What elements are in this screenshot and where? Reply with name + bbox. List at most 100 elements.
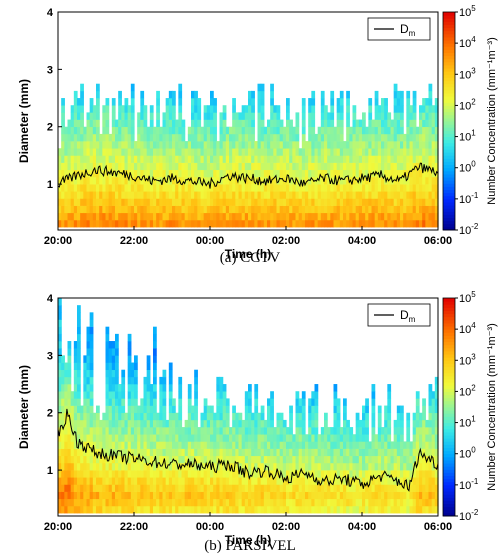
heatmap-cell [244, 126, 249, 135]
heatmap-cell [295, 470, 300, 478]
heatmap-cell [146, 477, 151, 485]
heatmap-cell [127, 133, 132, 142]
heatmap-cell [181, 448, 186, 457]
heatmap-cell [377, 176, 382, 185]
heatmap-cell [276, 155, 281, 163]
heatmap-cell [279, 219, 284, 228]
heatmap-cell [108, 191, 113, 199]
heatmap-cell [320, 477, 325, 485]
heatmap-cell [282, 441, 287, 449]
heatmap-cell [292, 462, 297, 471]
heatmap-cell [289, 405, 293, 414]
heatmap-cell [153, 427, 157, 435]
heatmap-cell [108, 169, 113, 178]
heatmap-cell [320, 448, 325, 457]
heatmap-cell [248, 112, 252, 120]
heatmap-cell [241, 126, 246, 135]
colorbar-tick-label: 101 [459, 415, 476, 430]
heatmap-cell [168, 126, 173, 135]
heatmap-cell [286, 427, 290, 435]
heatmap-cell [203, 419, 208, 428]
heatmap-cell [140, 484, 145, 492]
heatmap-cell [77, 391, 81, 399]
heatmap-cell [118, 391, 122, 399]
heatmap-cell [149, 198, 154, 206]
heatmap-cell [86, 326, 91, 335]
heatmap-cell [248, 470, 252, 478]
heatmap-cell [425, 98, 430, 106]
heatmap-cell [349, 455, 354, 464]
heatmap-cell [130, 491, 135, 500]
heatmap-cell [301, 162, 306, 171]
heatmap-cell [77, 212, 81, 221]
heatmap-cell [184, 505, 189, 514]
heatmap-cell [352, 470, 357, 478]
heatmap-cell [206, 205, 211, 214]
heatmap-cell [194, 105, 198, 113]
heatmap-cell [238, 126, 243, 135]
heatmap-cell [70, 470, 75, 478]
heatmap-cell [422, 498, 426, 507]
heatmap-cell [121, 191, 126, 199]
heatmap-cell [276, 448, 281, 457]
heatmap-cell [409, 498, 414, 507]
heatmap-cell [159, 219, 164, 228]
heatmap-cell [140, 98, 145, 106]
heatmap-cell [412, 219, 417, 228]
heatmap-cell [89, 312, 94, 320]
heatmap-cell [213, 169, 217, 178]
heatmap-cell [431, 205, 436, 214]
heatmap-cell [96, 448, 100, 457]
heatmap-cell [260, 219, 265, 228]
heatmap-cell [153, 477, 157, 485]
heatmap-cell [153, 412, 157, 421]
heatmap-cell [273, 119, 278, 128]
heatmap-cell [238, 169, 243, 178]
heatmap-cell [343, 148, 347, 156]
heatmap-cell [225, 141, 230, 149]
heatmap-cell [115, 162, 119, 171]
heatmap-cell [298, 219, 303, 228]
x-tick-label: 06:00 [424, 521, 452, 533]
heatmap-cell [102, 148, 107, 156]
heatmap-cell [130, 484, 135, 492]
heatmap-cell [102, 133, 107, 142]
heatmap-cell [80, 470, 84, 478]
heatmap-cell [137, 505, 141, 514]
heatmap-cell [149, 441, 154, 449]
heatmap-cell [96, 162, 100, 171]
heatmap-cell [165, 448, 170, 457]
heatmap-cell [292, 126, 297, 135]
heatmap-cell [393, 184, 398, 192]
heatmap-cell [324, 219, 328, 228]
heatmap-cell [257, 212, 262, 221]
heatmap-cell [377, 491, 382, 500]
heatmap-cell [73, 141, 78, 149]
heatmap-cell [118, 119, 122, 128]
heatmap-cell [377, 412, 382, 421]
heatmap-cell [216, 162, 221, 171]
heatmap-cell [92, 455, 97, 464]
heatmap-cell [219, 191, 224, 199]
heatmap-cell [409, 119, 414, 128]
heatmap-cell [134, 155, 138, 163]
heatmap-cell [83, 448, 88, 457]
heatmap-cell [130, 219, 135, 228]
heatmap-cell [175, 441, 179, 449]
heatmap-cell [235, 169, 240, 178]
heatmap-cell [172, 405, 176, 414]
heatmap-cell [92, 191, 97, 199]
heatmap-cell [434, 419, 439, 428]
heatmap-cell [263, 155, 268, 163]
colorbar-tick-exponent: 0 [471, 160, 476, 169]
heatmap-cell [257, 412, 262, 421]
heatmap-cell [330, 112, 335, 120]
heatmap-cell [92, 498, 97, 507]
heatmap-cell [311, 198, 316, 206]
heatmap-cell [279, 427, 284, 435]
heatmap-cell [362, 441, 366, 449]
heatmap-cell [244, 205, 249, 214]
heatmap-cell [320, 427, 325, 435]
heatmap-cell [270, 441, 274, 449]
heatmap-cell [89, 505, 94, 514]
